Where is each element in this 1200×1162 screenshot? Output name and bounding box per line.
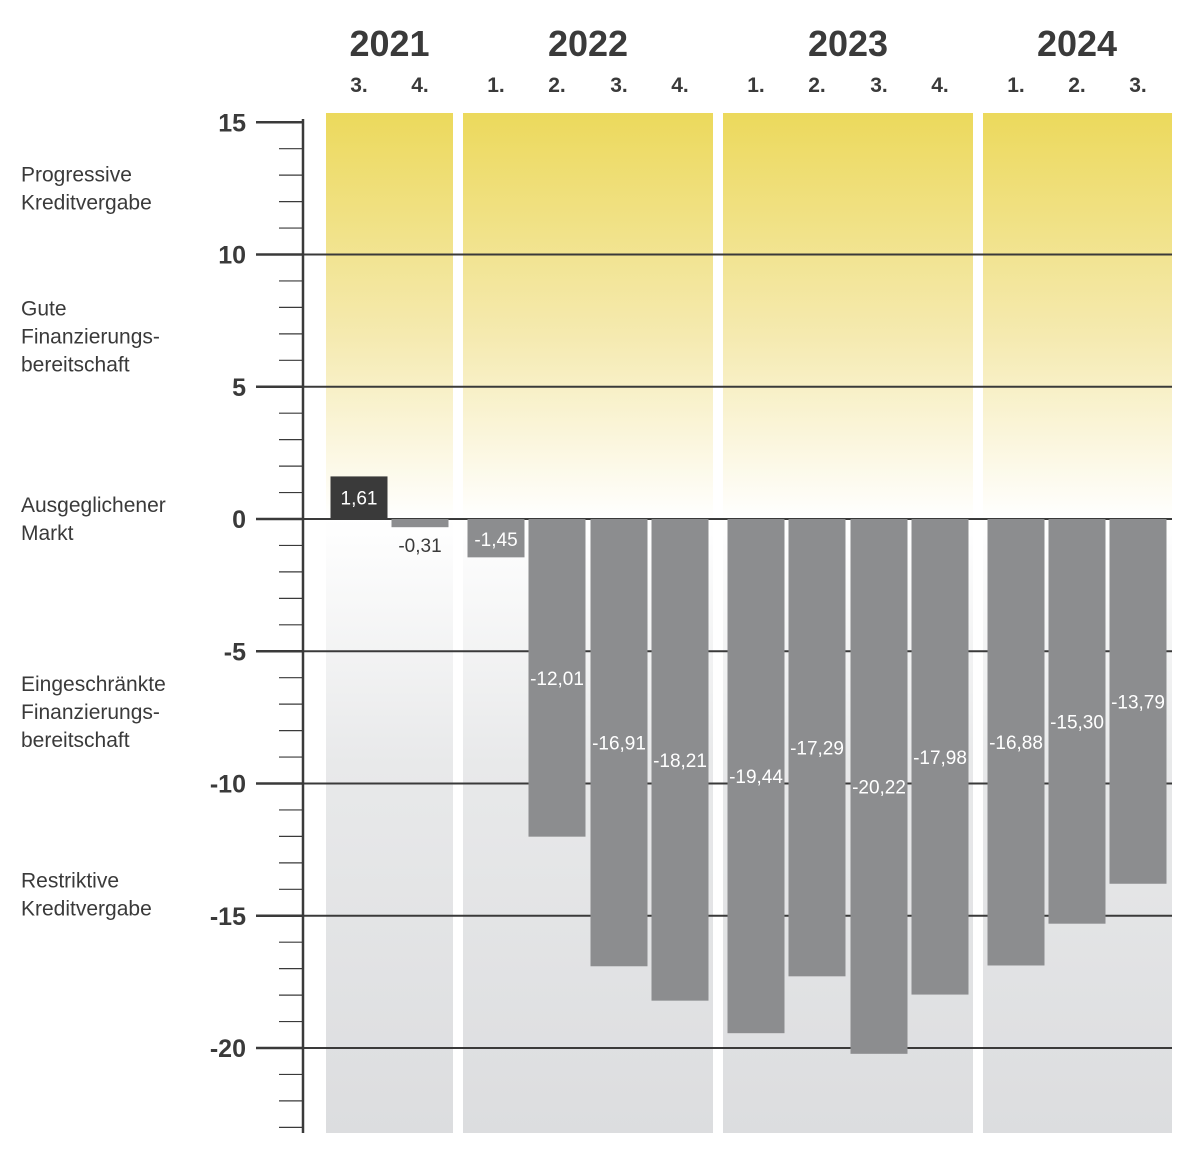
band-label: Finanzierungs- (21, 701, 160, 724)
value-label: -16,91 (592, 734, 646, 755)
band-label: Ausgeglichener (21, 494, 166, 517)
value-label: -20,22 (852, 777, 906, 798)
band-label: Kreditvergabe (21, 191, 152, 214)
quarter-label: 1. (487, 74, 505, 97)
y-tick-label: -5 (224, 638, 246, 666)
quarter-label: 2. (548, 74, 566, 97)
bar-2023-Q1 (727, 519, 785, 1034)
bar-2022-Q2 (528, 519, 586, 837)
value-label: 1,61 (341, 489, 378, 510)
bar-2021-Q3 (330, 476, 388, 519)
quarter-label: 1. (1007, 74, 1025, 97)
band-label: Progressive (21, 163, 132, 186)
year-label: 2021 (349, 23, 429, 64)
year-label: 2023 (808, 23, 888, 64)
band-label: Markt (21, 522, 74, 545)
band-label: bereitschaft (21, 353, 130, 376)
value-label: -12,01 (530, 669, 584, 690)
bar-2024-Q3 (1109, 519, 1167, 884)
value-label: -19,44 (729, 767, 783, 788)
band-label: Finanzierungs- (21, 325, 160, 348)
value-label: -17,98 (913, 748, 967, 769)
quarter-label: 4. (671, 74, 689, 97)
panel-upper-2023 (723, 113, 973, 519)
bar-2024-Q1 (987, 519, 1045, 966)
y-tick-label: 0 (232, 506, 246, 534)
bar-2021-Q4 (391, 519, 449, 528)
quarter-label: 2. (808, 74, 826, 97)
y-tick-label: 10 (218, 242, 246, 270)
value-label: -0,31 (398, 536, 441, 557)
quarter-label: 3. (870, 74, 888, 97)
bar-2022-Q1 (467, 519, 525, 558)
quarter-label: 3. (350, 74, 368, 97)
quarter-label: 3. (1129, 74, 1147, 97)
quarter-label: 1. (747, 74, 765, 97)
panel-upper-2022 (463, 113, 713, 519)
y-tick-label: 5 (232, 374, 246, 402)
y-tick-label: -20 (210, 1035, 246, 1063)
bar-2023-Q3 (850, 519, 908, 1054)
y-tick-label: 15 (218, 109, 246, 137)
band-label: bereitschaft (21, 729, 130, 752)
band-label: Kreditvergabe (21, 898, 152, 921)
quarter-label: 4. (931, 74, 949, 97)
value-label: -13,79 (1111, 692, 1165, 713)
band-label: Restriktive (21, 870, 119, 893)
bar-2023-Q2 (788, 519, 846, 977)
value-label: -16,88 (989, 733, 1043, 754)
panel-upper-2021 (326, 113, 453, 519)
value-label: -17,29 (790, 739, 844, 760)
y-tick-label: -15 (210, 903, 246, 931)
value-label: -18,21 (653, 751, 707, 772)
quarter-label: 2. (1068, 74, 1086, 97)
bar-2022-Q4 (651, 519, 709, 1001)
year-label: 2022 (548, 23, 628, 64)
bar-2024-Q2 (1048, 519, 1106, 924)
panel-lower-2021 (326, 519, 453, 1133)
value-label: -15,30 (1050, 712, 1104, 733)
y-tick-label: -10 (210, 771, 246, 799)
bar-2022-Q3 (590, 519, 648, 967)
panel-upper-2024 (983, 113, 1172, 519)
quarter-label: 4. (411, 74, 429, 97)
value-label: -1,45 (474, 530, 517, 551)
quarter-label: 3. (610, 74, 628, 97)
bar-2023-Q4 (911, 519, 969, 995)
year-label: 2024 (1037, 23, 1117, 64)
band-label: Eingeschränkte (21, 673, 166, 696)
band-label: Gute (21, 297, 67, 320)
